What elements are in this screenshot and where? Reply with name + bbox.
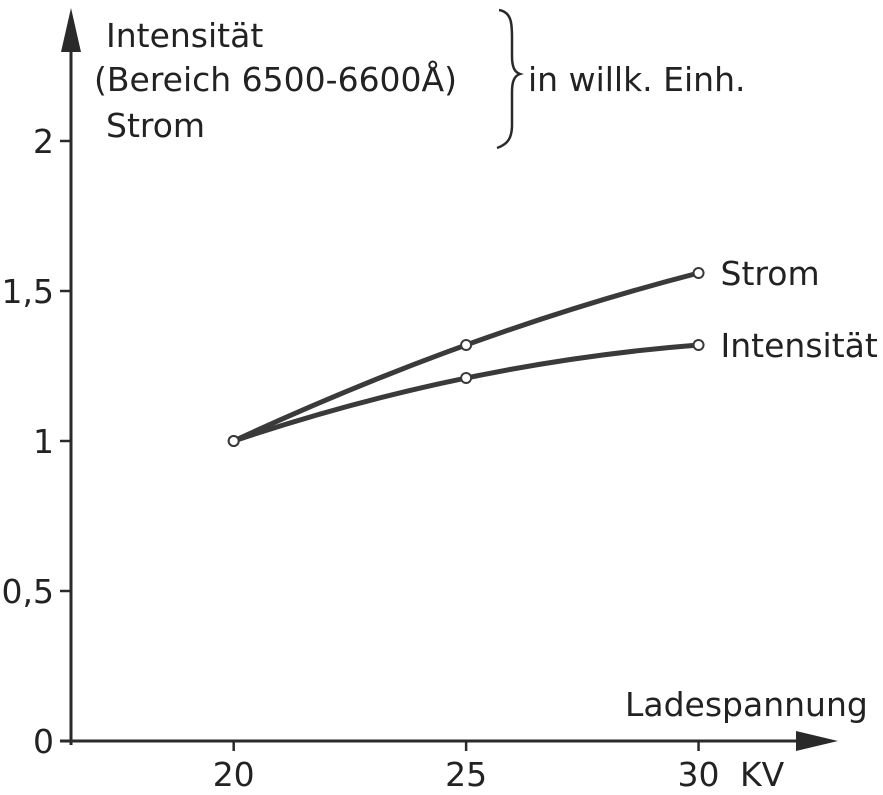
xlabel: Ladespannung (625, 685, 868, 724)
axes (60, 8, 838, 751)
y-tick-label: 1 (33, 422, 54, 461)
ylabel-line1: Intensität (106, 16, 263, 55)
series-label: Intensität (721, 326, 878, 365)
data-point (460, 372, 473, 384)
data-point (692, 339, 705, 351)
x-ticks: 20 25 30 (213, 741, 720, 794)
y-tick-label: 0 (33, 722, 54, 761)
series-label: Strom (721, 254, 820, 293)
x-tick-label: 30 (678, 755, 720, 794)
y-ticks: 0 0,5 1 1,5 2 (2, 122, 71, 761)
series-line-intensitaet (231, 342, 702, 444)
data-point (227, 435, 240, 447)
y-tick-label: 0,5 (2, 572, 54, 611)
curly-brace (496, 8, 524, 150)
x-tick-label: 20 (213, 755, 255, 794)
series-markers (227, 267, 705, 447)
ylabel-line2: (Bereich 6500-6600Å) (94, 59, 457, 99)
xunit: KV (740, 755, 785, 794)
y-tick-label: 2 (33, 122, 54, 161)
y-axis-title: Intensität (Bereich 6500-6600Å) Strom in… (94, 8, 746, 150)
x-axis-arrow (796, 731, 838, 751)
data-point (460, 339, 473, 351)
y-tick-label: 1,5 (2, 272, 54, 311)
ylabel-unit: in willk. Einh. (528, 60, 746, 99)
series-line-strom (231, 270, 702, 444)
series-lines (231, 270, 702, 444)
y-axis-arrow (61, 8, 81, 52)
x-tick-label: 25 (445, 755, 487, 794)
series-labels: Strom Intensität (721, 254, 878, 365)
data-point (692, 267, 705, 279)
ylabel-line3: Strom (106, 106, 205, 145)
